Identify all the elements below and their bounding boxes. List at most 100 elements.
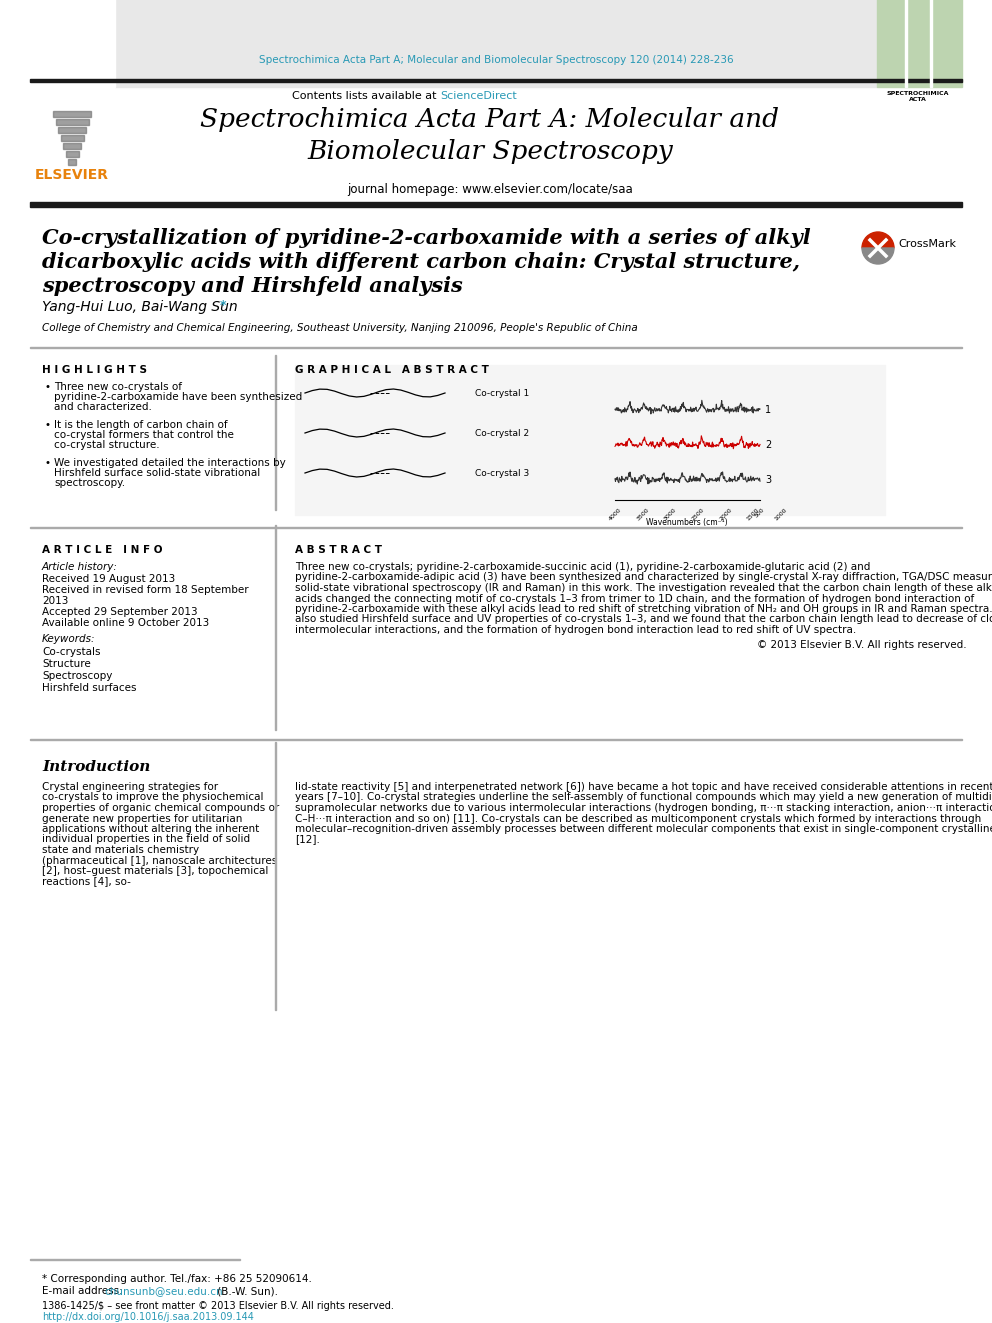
- Text: http://dx.doi.org/10.1016/j.saa.2013.09.144: http://dx.doi.org/10.1016/j.saa.2013.09.…: [42, 1312, 254, 1322]
- Bar: [275, 525, 276, 730]
- Text: Spectrochimica Acta Part A; Molecular and Biomolecular Spectroscopy 120 (2014) 2: Spectrochimica Acta Part A; Molecular an…: [259, 56, 733, 65]
- Text: applications without altering the inherent: applications without altering the inhere…: [42, 824, 259, 833]
- Text: 3500: 3500: [636, 507, 651, 521]
- Text: © 2013 Elsevier B.V. All rights reserved.: © 2013 Elsevier B.V. All rights reserved…: [757, 640, 967, 651]
- Text: properties of organic chemical compounds or: properties of organic chemical compounds…: [42, 803, 280, 814]
- Text: Hirshfeld surfaces: Hirshfeld surfaces: [42, 683, 137, 693]
- Text: 2: 2: [765, 441, 771, 450]
- Text: •: •: [44, 419, 50, 430]
- Text: 4000: 4000: [608, 507, 622, 521]
- Text: ELSEVIER: ELSEVIER: [35, 168, 109, 183]
- Bar: [56, 119, 89, 124]
- Text: Co-crystallization of pyridine-2-carboxamide with a series of alkyl: Co-crystallization of pyridine-2-carboxa…: [42, 228, 810, 247]
- Text: •: •: [44, 458, 50, 468]
- Text: Received in revised form 18 September: Received in revised form 18 September: [42, 585, 249, 595]
- Text: Three new co-crystals of: Three new co-crystals of: [54, 382, 182, 392]
- Text: solid-state vibrational spectroscopy (IR and Raman) in this work. The investigat: solid-state vibrational spectroscopy (IR…: [295, 583, 992, 593]
- Bar: [877, 0, 962, 87]
- Text: 500: 500: [754, 507, 766, 519]
- Bar: [905, 0, 907, 87]
- Text: G R A P H I C A L   A B S T R A C T: G R A P H I C A L A B S T R A C T: [295, 365, 489, 374]
- Text: Received 19 August 2013: Received 19 August 2013: [42, 574, 176, 583]
- Text: 3000: 3000: [663, 507, 678, 521]
- Bar: [275, 355, 276, 509]
- Bar: [879, 108, 960, 110]
- Text: Introduction: Introduction: [42, 759, 151, 774]
- Text: 1386-1425/$ – see front matter © 2013 Elsevier B.V. All rights reserved.: 1386-1425/$ – see front matter © 2013 El…: [42, 1301, 394, 1311]
- Text: 2000: 2000: [719, 507, 733, 521]
- Text: Co-crystal 1: Co-crystal 1: [475, 389, 530, 398]
- Bar: [30, 0, 115, 87]
- Text: Available online 9 October 2013: Available online 9 October 2013: [42, 618, 209, 628]
- Text: generate new properties for utilitarian: generate new properties for utilitarian: [42, 814, 242, 823]
- Text: Hirshfeld surface solid-state vibrational: Hirshfeld surface solid-state vibrationa…: [54, 468, 260, 478]
- Bar: [115, 0, 877, 87]
- Text: Co-crystal 2: Co-crystal 2: [475, 429, 529, 438]
- Text: A R T I C L E   I N F O: A R T I C L E I N F O: [42, 545, 163, 556]
- Text: 1500: 1500: [746, 507, 760, 521]
- Text: (pharmaceutical [1], nanoscale architectures: (pharmaceutical [1], nanoscale architect…: [42, 856, 277, 865]
- Text: co-crystal structure.: co-crystal structure.: [54, 441, 160, 450]
- Text: journal homepage: www.elsevier.com/locate/saa: journal homepage: www.elsevier.com/locat…: [347, 184, 633, 197]
- Text: H I G H L I G H T S: H I G H L I G H T S: [42, 365, 147, 374]
- Text: lid-state reactivity [5] and interpenetrated network [6]) have became a hot topi: lid-state reactivity [5] and interpenetr…: [295, 782, 992, 792]
- Bar: [68, 159, 76, 165]
- Bar: [61, 135, 84, 142]
- Text: CrossMark: CrossMark: [898, 239, 956, 249]
- Wedge shape: [862, 232, 894, 247]
- Text: 1: 1: [765, 405, 771, 415]
- Text: pyridine-2-carboxamide-adipic acid (3) have been synthesized and characterized b: pyridine-2-carboxamide-adipic acid (3) h…: [295, 573, 992, 582]
- Bar: [879, 123, 960, 124]
- Bar: [879, 184, 960, 185]
- Text: 1000: 1000: [774, 507, 789, 521]
- Text: Spectrochimica Acta Part A: Molecular and
Biomolecular Spectroscopy: Spectrochimica Acta Part A: Molecular an…: [200, 106, 780, 164]
- Bar: [295, 365, 885, 515]
- Text: state and materials chemistry: state and materials chemistry: [42, 845, 199, 855]
- Text: intermolecular interactions, and the formation of hydrogen bond interaction lead: intermolecular interactions, and the for…: [295, 624, 856, 635]
- Bar: [879, 139, 960, 140]
- Text: Three new co-crystals; pyridine-2-carboxamide-succinic acid (1), pyridine-2-carb: Three new co-crystals; pyridine-2-carbox…: [295, 562, 870, 572]
- Text: and characterized.: and characterized.: [54, 402, 152, 411]
- Bar: [58, 127, 86, 134]
- Text: ScienceDirect: ScienceDirect: [440, 91, 517, 101]
- Text: Co-crystal 3: Co-crystal 3: [475, 468, 530, 478]
- Text: Article history:: Article history:: [42, 562, 118, 572]
- Text: Wavenumbers (cm⁻¹): Wavenumbers (cm⁻¹): [646, 519, 728, 527]
- Text: Accepted 29 September 2013: Accepted 29 September 2013: [42, 607, 197, 617]
- Text: Crystal engineering strategies for: Crystal engineering strategies for: [42, 782, 218, 792]
- Text: 2013: 2013: [42, 595, 68, 606]
- Bar: [30, 202, 962, 206]
- Bar: [275, 742, 276, 1009]
- Text: molecular–recognition-driven assembly processes between different molecular comp: molecular–recognition-driven assembly pr…: [295, 824, 992, 833]
- Text: pyridine-2-carboxamide with these alkyl acids lead to red shift of stretching vi: pyridine-2-carboxamide with these alkyl …: [295, 605, 992, 614]
- Text: (B.-W. Sun).: (B.-W. Sun).: [214, 1286, 278, 1297]
- Text: dicarboxylic acids with different carbon chain: Crystal structure,: dicarboxylic acids with different carbon…: [42, 251, 800, 273]
- Text: •: •: [44, 382, 50, 392]
- Text: [2], host–guest materials [3], topochemical: [2], host–guest materials [3], topochemi…: [42, 867, 269, 876]
- Wedge shape: [862, 247, 894, 265]
- Text: Co-crystals: Co-crystals: [42, 647, 100, 658]
- Text: It is the length of carbon chain of: It is the length of carbon chain of: [54, 419, 227, 430]
- Text: 3: 3: [765, 475, 771, 486]
- Text: Keywords:: Keywords:: [42, 634, 95, 644]
- Bar: [879, 153, 960, 155]
- Text: supramolecular networks due to various intermolecular interactions (hydrogen bon: supramolecular networks due to various i…: [295, 803, 992, 814]
- Bar: [30, 79, 962, 82]
- Bar: [63, 143, 81, 149]
- Text: reactions [4], so-: reactions [4], so-: [42, 877, 131, 886]
- Text: [12].: [12].: [295, 835, 319, 844]
- Text: co-crystal formers that control the: co-crystal formers that control the: [54, 430, 234, 441]
- Text: individual properties in the field of solid: individual properties in the field of so…: [42, 835, 250, 844]
- Bar: [66, 151, 79, 157]
- Text: ACTA: ACTA: [909, 97, 927, 102]
- Bar: [930, 0, 931, 87]
- Text: spectroscopy.: spectroscopy.: [54, 478, 125, 488]
- Bar: [53, 111, 91, 116]
- Text: years [7–10]. Co-crystal strategies underline the self-assembly of functional co: years [7–10]. Co-crystal strategies unde…: [295, 792, 992, 803]
- Text: co-crystals to improve the physiochemical: co-crystals to improve the physiochemica…: [42, 792, 264, 803]
- Text: A B S T R A C T: A B S T R A C T: [295, 545, 382, 556]
- Text: also studied Hirshfeld surface and UV properties of co-crystals 1–3, and we foun: also studied Hirshfeld surface and UV pr…: [295, 614, 992, 624]
- Text: * Corresponding author. Tel./fax: +86 25 52090614.: * Corresponding author. Tel./fax: +86 25…: [42, 1274, 311, 1285]
- Text: SPECTROCHIMICA: SPECTROCHIMICA: [887, 91, 949, 97]
- Text: College of Chemistry and Chemical Engineering, Southeast University, Nanjing 210: College of Chemistry and Chemical Engine…: [42, 323, 638, 333]
